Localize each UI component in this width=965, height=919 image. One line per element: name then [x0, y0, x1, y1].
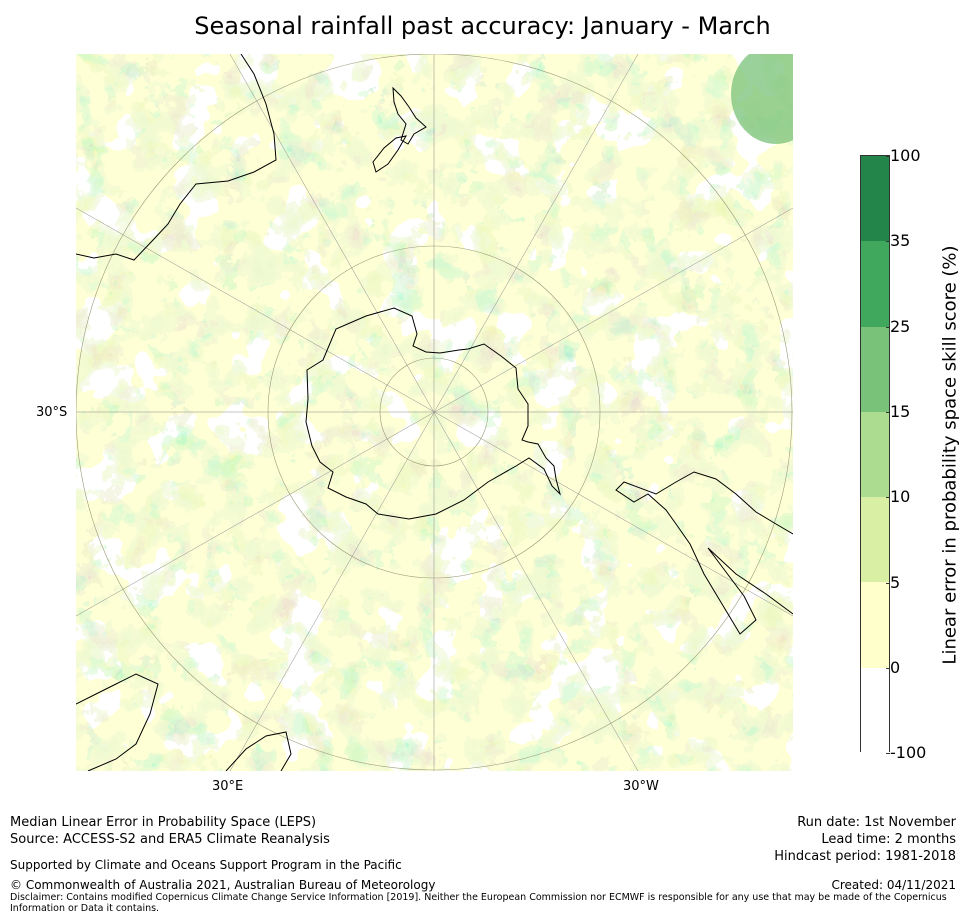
footer-source: Source: ACCESS-S2 and ERA5 Climate Reana…	[10, 832, 330, 847]
footer-support: Supported by Climate and Oceans Support …	[10, 858, 402, 872]
footer-disclaimer: Disclaimer: Contains modified Copernicus…	[10, 892, 950, 914]
australia-coast	[76, 54, 277, 261]
footer-left: Median Linear Error in Probability Space…	[10, 814, 330, 848]
south-america-coast	[615, 471, 793, 635]
colorbar-tick: 5	[885, 573, 901, 592]
colorbar-tick: 10	[885, 487, 911, 506]
footer-lead-time: Lead time: 2 months	[821, 832, 956, 847]
map-svg	[76, 54, 793, 771]
longitude-label-30e: 30°E	[212, 779, 244, 794]
latitude-label-30s: 30°S	[36, 405, 68, 420]
footer-right: Run date: 1st November Lead time: 2 mont…	[774, 814, 956, 865]
colorbar-segment-25-35	[861, 241, 889, 327]
footer-disclaimer-line: Disclaimer: Contains modified Copernicus…	[10, 892, 947, 903]
coastlines	[76, 54, 793, 771]
colorbar-tick: 25	[885, 317, 911, 336]
colorbar-label: Linear error in probability space skill …	[939, 245, 961, 665]
antarctica-coast	[305, 307, 561, 520]
colorbar-tick: 0	[885, 658, 901, 677]
footer-run-date: Run date: 1st November	[797, 815, 956, 830]
colorbar-tick: 15	[885, 402, 911, 421]
colorbar	[860, 155, 890, 753]
madagascar-coast	[225, 731, 292, 771]
footer-disclaimer-line: Information or Data it contains.	[10, 903, 160, 914]
colorbar-segment-10-15	[861, 412, 889, 497]
chart-title: Seasonal rainfall past accuracy: January…	[194, 12, 771, 40]
positive-skill-areas	[76, 54, 793, 771]
new-zealand-coast	[372, 86, 427, 173]
colorbar-segment-5-10	[861, 497, 889, 582]
colorbar-tick: 35	[885, 231, 911, 250]
colorbar-segment-15-25	[861, 327, 889, 412]
footer-copyright: © Commonwealth of Australia 2021, Austra…	[10, 878, 436, 892]
africa-coast	[76, 673, 159, 771]
colorbar-segment-neg100-0	[861, 668, 889, 753]
polar-skill-map	[76, 54, 793, 771]
footer-created: Created: 04/11/2021	[831, 878, 956, 892]
colorbar-segment-35-100	[861, 156, 889, 241]
colorbar-tick: 100	[886, 146, 921, 165]
longitude-label-30w: 30°W	[623, 779, 659, 794]
colorbar-segment-0-5	[861, 582, 889, 668]
meridians	[76, 54, 793, 771]
high-skill-patch	[731, 54, 793, 144]
colorbar-tick: -100	[885, 743, 927, 762]
footer-hindcast: Hindcast period: 1981-2018	[774, 849, 956, 864]
footer-method: Median Linear Error in Probability Space…	[10, 815, 317, 830]
